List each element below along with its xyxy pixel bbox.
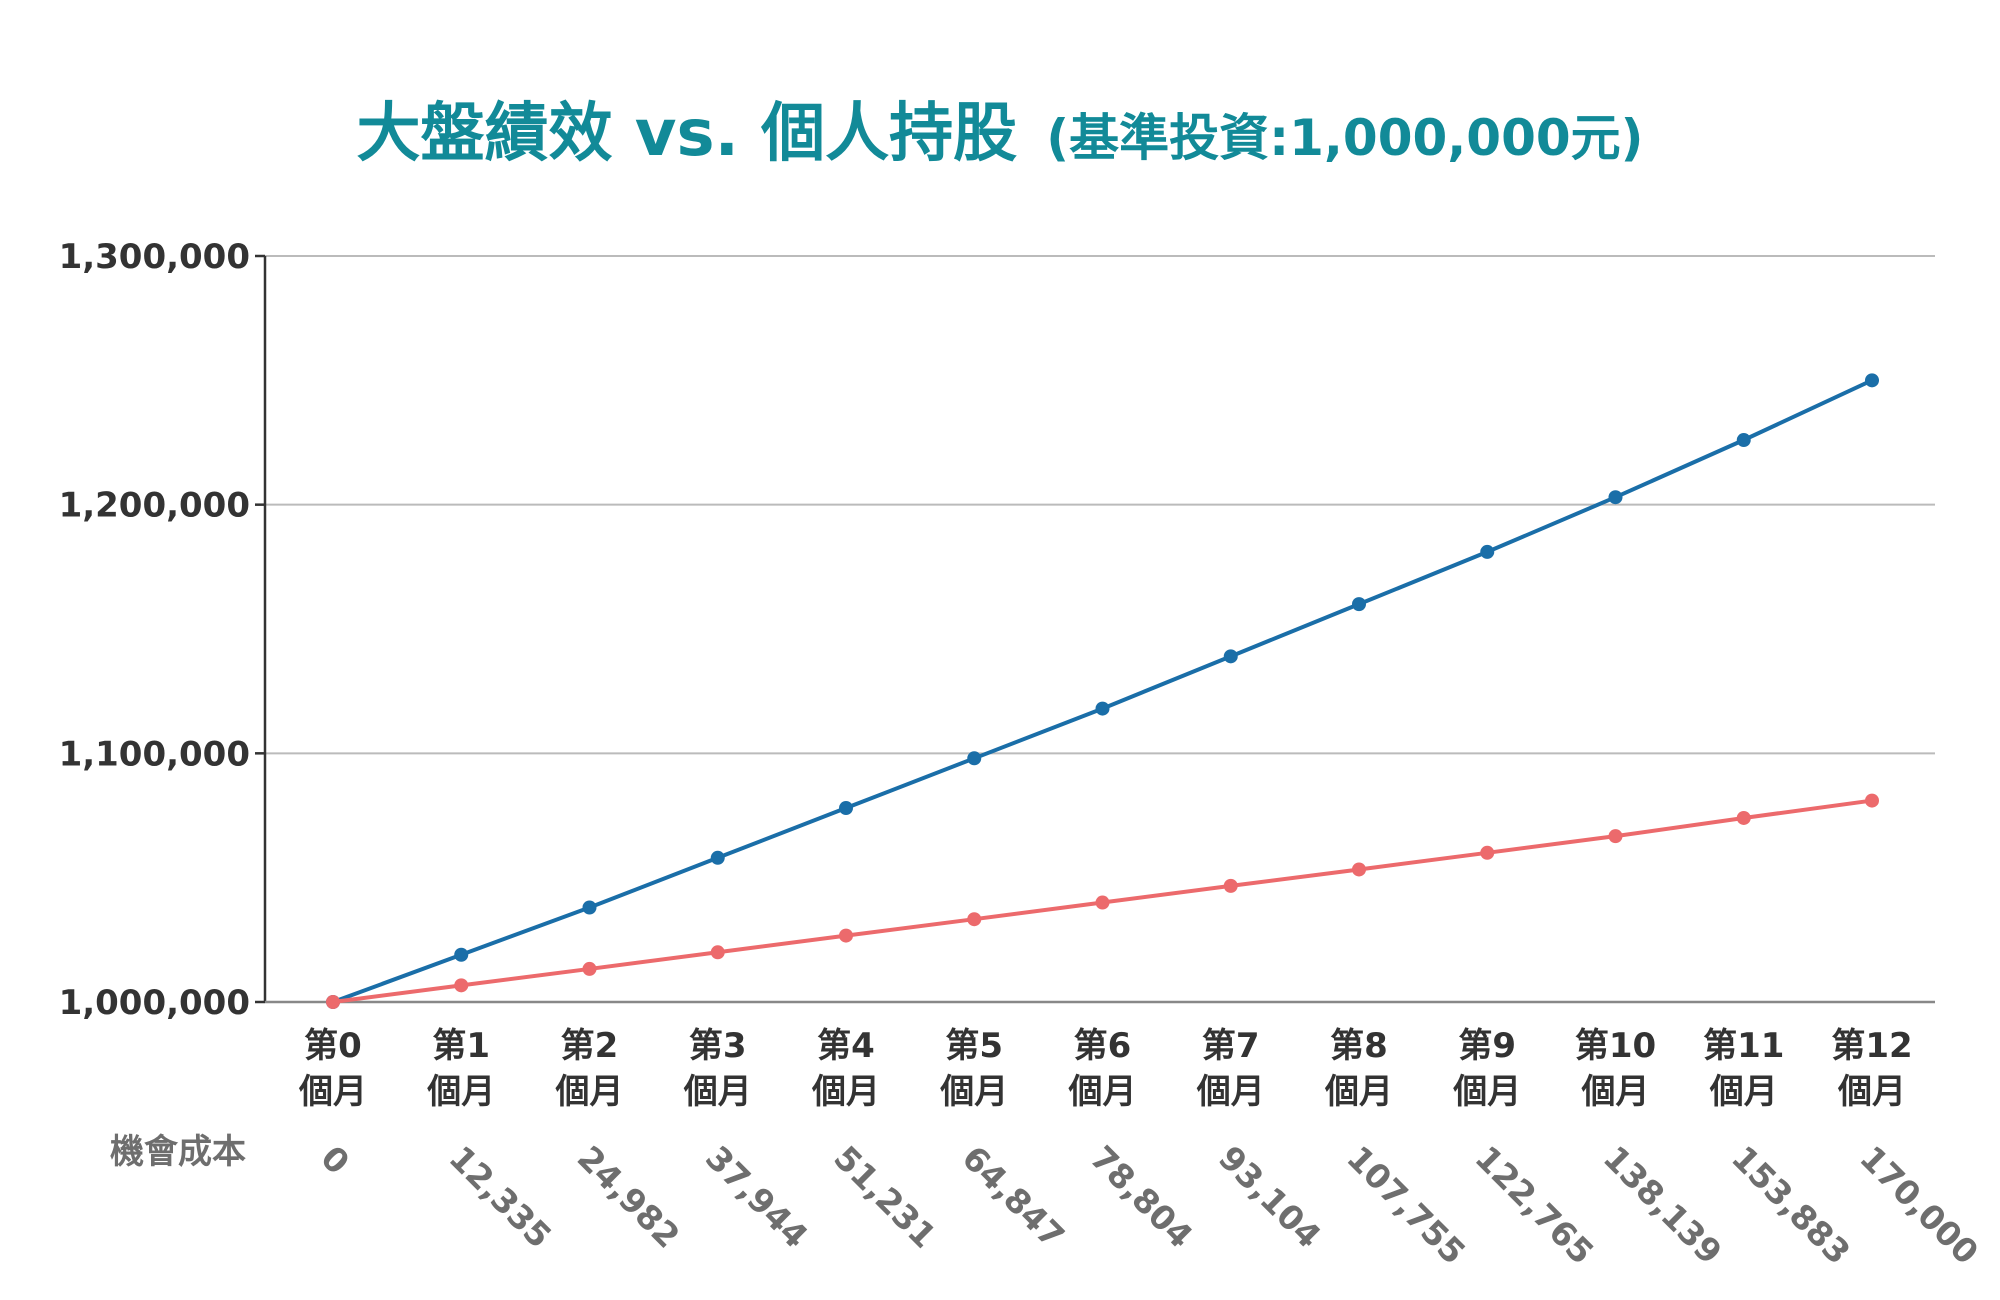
opportunity-cost-label: 機會成本 bbox=[110, 1132, 246, 1172]
x-tick-label-4: 第4 bbox=[817, 1026, 875, 1066]
x-tick-sublabel-5: 個月 bbox=[939, 1072, 1008, 1112]
opportunity-cost-value-0: 0 bbox=[313, 1138, 357, 1182]
series-1-point-9 bbox=[1480, 845, 1495, 860]
x-tick-sublabel-10: 個月 bbox=[1581, 1072, 1650, 1112]
series-1-point-4 bbox=[839, 928, 853, 943]
y-tick-label-2: 1,200,000 bbox=[59, 486, 250, 526]
y-axis-tick-labels: 1,000,000 1,100,000 1,200,000 1,300,000 bbox=[59, 237, 250, 1023]
x-tick-sublabel-4: 個月 bbox=[811, 1072, 880, 1112]
x-tick-sublabel-0: 個月 bbox=[298, 1072, 367, 1112]
x-tick-sublabel-8: 個月 bbox=[1324, 1072, 1393, 1112]
x-tick-label-7: 第7 bbox=[1202, 1026, 1260, 1066]
y-tick-label-0: 1,000,000 bbox=[59, 983, 250, 1023]
x-tick-sublabel-2: 個月 bbox=[555, 1072, 624, 1112]
opportunity-cost-value-7: 93,104 bbox=[1211, 1138, 1329, 1256]
opportunity-cost-value-10: 138,139 bbox=[1596, 1138, 1730, 1272]
series-1-point-3 bbox=[710, 945, 725, 960]
series-1-point-7 bbox=[1223, 878, 1238, 893]
x-tick-sublabel-9: 個月 bbox=[1452, 1072, 1521, 1112]
y-tick-label-1: 1,100,000 bbox=[59, 734, 250, 774]
series-0-point-1 bbox=[454, 947, 469, 962]
x-tick-sublabel-7: 個月 bbox=[1196, 1072, 1265, 1112]
series-0-point-7 bbox=[1223, 649, 1238, 664]
x-tick-label-5: 第5 bbox=[945, 1026, 1003, 1066]
series-1 bbox=[326, 793, 1879, 1009]
series-0-point-9 bbox=[1480, 544, 1495, 559]
opportunity-cost-value-5: 64,847 bbox=[955, 1138, 1073, 1256]
opportunity-cost-value-3: 37,944 bbox=[698, 1138, 816, 1256]
series-0-point-10 bbox=[1608, 490, 1623, 505]
series-0-point-3 bbox=[710, 850, 725, 865]
opportunity-cost-value-6: 78,804 bbox=[1083, 1138, 1201, 1256]
series-0-point-12 bbox=[1865, 373, 1879, 388]
series-0 bbox=[326, 373, 1879, 1009]
series-0-point-8 bbox=[1352, 597, 1366, 612]
series-0-point-5 bbox=[967, 751, 982, 766]
grid-lines bbox=[265, 255, 1935, 1003]
series-1-point-2 bbox=[582, 961, 597, 976]
x-tick-label-1: 第1 bbox=[432, 1026, 490, 1066]
chart-title-main: 大盤績效 vs. 個人持股 bbox=[357, 97, 1018, 171]
series-1-point-0 bbox=[326, 995, 340, 1009]
chart-title: 大盤績效 vs. 個人持股 (基準投資:1,000,000元) bbox=[357, 97, 1644, 171]
x-tick-sublabel-11: 個月 bbox=[1709, 1072, 1778, 1112]
opportunity-cost-value-9: 122,765 bbox=[1468, 1138, 1602, 1272]
y-tick-label-3: 1,300,000 bbox=[59, 237, 250, 277]
opportunity-cost-value-1: 12,335 bbox=[442, 1138, 560, 1256]
opportunity-cost-value-12: 170,000 bbox=[1852, 1138, 1986, 1272]
x-tick-label-10: 第10 bbox=[1575, 1026, 1656, 1066]
series-1-point-5 bbox=[967, 912, 982, 927]
series-0-point-6 bbox=[1095, 701, 1110, 716]
series-1-point-8 bbox=[1352, 862, 1366, 877]
opportunity-cost-value-11: 153,883 bbox=[1724, 1138, 1858, 1272]
x-tick-label-3: 第3 bbox=[689, 1026, 747, 1066]
opportunity-cost-row: 機會成本 0 12,335 24,982 37,944 51,231 64,847 78,8… bbox=[110, 1132, 1986, 1272]
x-tick-label-8: 第8 bbox=[1330, 1026, 1388, 1066]
series-0-point-2 bbox=[582, 900, 597, 915]
axes bbox=[255, 254, 1935, 1004]
series-0-point-4 bbox=[839, 801, 853, 816]
x-tick-sublabel-3: 個月 bbox=[683, 1072, 752, 1112]
opportunity-cost-value-2: 24,982 bbox=[570, 1138, 688, 1256]
x-tick-label-2: 第2 bbox=[561, 1026, 619, 1066]
opportunity-cost-value-4: 51,231 bbox=[826, 1138, 944, 1256]
x-tick-sublabel-12: 個月 bbox=[1837, 1072, 1906, 1112]
chart-subtitle: (基準投資:1,000,000元) bbox=[1046, 109, 1643, 167]
x-tick-sublabel-6: 個月 bbox=[1068, 1072, 1137, 1112]
x-tick-label-12: 第12 bbox=[1831, 1026, 1912, 1066]
series-1-point-12 bbox=[1865, 793, 1879, 808]
x-tick-label-6: 第6 bbox=[1074, 1026, 1132, 1066]
x-tick-sublabel-1: 個月 bbox=[426, 1072, 495, 1112]
x-tick-label-9: 第9 bbox=[1458, 1026, 1516, 1066]
x-tick-label-0: 第0 bbox=[304, 1026, 362, 1066]
series-1-point-10 bbox=[1608, 829, 1623, 844]
series-1-point-6 bbox=[1095, 895, 1110, 910]
series-0-point-11 bbox=[1736, 433, 1751, 448]
x-axis-tick-labels: 第0 個月 第1 個月 第2 個月 第3 個月 第4 個月 第5 個月 第6 個月 第7 個月 第8 個月 第9 個月… bbox=[298, 1026, 1913, 1112]
series-1-point-1 bbox=[454, 978, 469, 993]
series-lines bbox=[326, 373, 1879, 1009]
opportunity-cost-value-8: 107,755 bbox=[1339, 1138, 1473, 1272]
series-1-point-11 bbox=[1736, 810, 1751, 825]
x-tick-label-11: 第11 bbox=[1703, 1026, 1784, 1066]
